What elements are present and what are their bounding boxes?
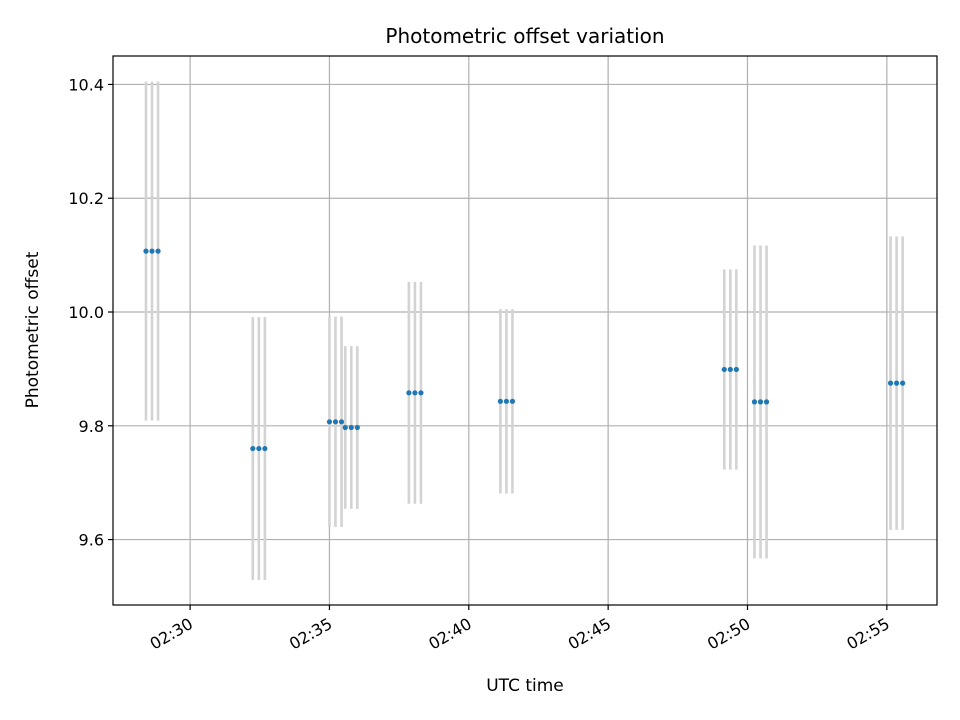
data-point xyxy=(250,445,256,452)
data-point xyxy=(509,398,516,404)
data-point xyxy=(763,399,770,405)
data-point xyxy=(348,424,354,431)
data-point xyxy=(149,248,155,254)
data-point xyxy=(155,248,161,254)
data-point xyxy=(503,398,510,404)
data-point xyxy=(721,366,727,373)
data-point xyxy=(887,380,894,386)
data-point xyxy=(406,390,412,396)
y-tick-label: 10.0 xyxy=(68,303,104,322)
plot-frame xyxy=(112,55,938,606)
points xyxy=(143,248,906,452)
data-point xyxy=(143,248,149,254)
data-point xyxy=(354,424,360,431)
data-point xyxy=(412,390,418,396)
data-point xyxy=(757,399,764,405)
y-tick-label: 10.4 xyxy=(68,75,104,94)
data-point xyxy=(326,419,333,425)
data-point xyxy=(727,366,733,373)
y-tick-label: 9.8 xyxy=(79,417,104,436)
data-point xyxy=(418,390,424,396)
y-tick-label: 9.6 xyxy=(79,531,104,550)
chart-title: Photometric offset variation xyxy=(385,24,664,48)
data-point xyxy=(338,419,345,425)
data-point xyxy=(262,445,268,452)
y-tick-label: 10.2 xyxy=(68,189,104,208)
data-point xyxy=(497,398,503,404)
y-axis-label: Photometric offset xyxy=(23,251,43,408)
data-point xyxy=(900,380,906,386)
data-point xyxy=(256,445,262,452)
data-point xyxy=(751,399,758,405)
data-point xyxy=(332,419,339,425)
data-point xyxy=(733,366,739,373)
data-point xyxy=(342,424,348,431)
y-axis: 9.6 9.8 10.0 10.2 10.4 xyxy=(68,75,113,550)
data-point xyxy=(893,380,900,386)
x-axis-label: UTC time xyxy=(486,676,564,696)
plot-area xyxy=(113,56,937,605)
